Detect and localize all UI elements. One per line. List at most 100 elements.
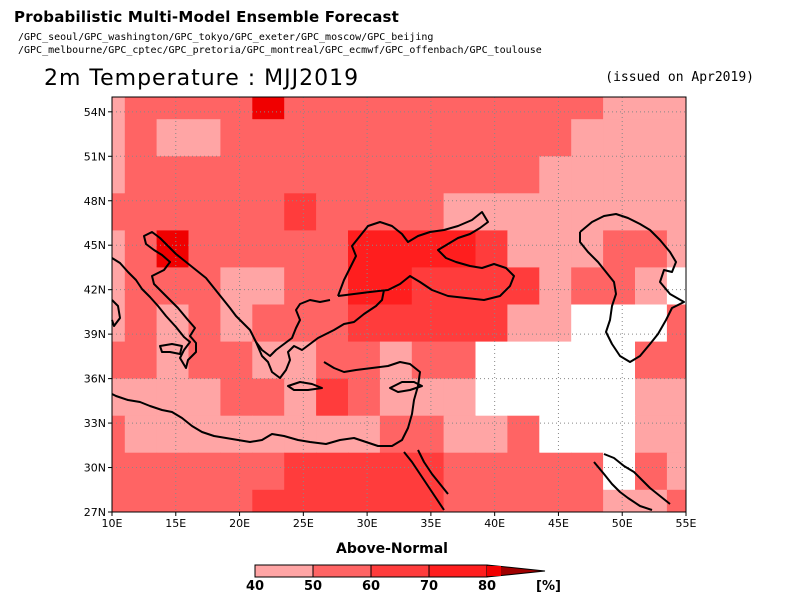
probability-cell: [220, 341, 253, 380]
probability-cell: [156, 452, 189, 491]
probability-cell: [124, 489, 158, 513]
coastline-italy-adriatic: [111, 231, 331, 369]
coastline-sardinia: [111, 299, 121, 327]
probability-cell: [252, 378, 285, 417]
probability-cell: [666, 378, 687, 417]
longitude-tick-label: 15E: [165, 517, 186, 530]
probability-cell: [443, 156, 476, 194]
probability-cell: [284, 415, 317, 454]
probability-cell: [571, 341, 604, 380]
probability-cell: [348, 489, 381, 513]
probability-cell: [348, 119, 381, 157]
colorbar-label-70: 70: [419, 579, 439, 594]
probability-cell: [124, 119, 158, 157]
probability-cell: [379, 489, 413, 513]
latitude-axis: 27N 30N 33N 36N 39N 42N 45N 48N 51N 54N: [84, 106, 112, 519]
probability-cell: [539, 156, 572, 194]
probability-cell: [571, 489, 604, 513]
probability-cell: [666, 193, 687, 231]
longitude-tick-label: 10E: [102, 517, 123, 530]
probability-cell: [539, 119, 572, 157]
probability-cell: [539, 230, 572, 268]
probability-cell: [220, 97, 253, 120]
coastline-red-sea: [403, 451, 445, 511]
probability-cell: [411, 119, 445, 157]
probability-cell: [188, 156, 221, 194]
probability-cell: [507, 415, 540, 454]
map-frame: [111, 96, 687, 513]
probability-cell: [156, 415, 189, 454]
probability-cell: [635, 341, 668, 380]
map-title: 2m Temperature : MJJ2019: [44, 66, 360, 91]
probability-cell: [284, 193, 317, 231]
probability-cell: [666, 156, 687, 194]
probability-cell: [112, 341, 126, 380]
probability-cells: [112, 97, 687, 513]
probability-cell: [348, 193, 381, 231]
probability-cell: [507, 119, 540, 157]
coastline-crete: [287, 381, 323, 391]
probability-cell: [316, 415, 349, 454]
probability-cell: [539, 304, 572, 343]
coastline-greece: [255, 289, 385, 379]
probability-cell: [666, 119, 687, 157]
probability-cell: [124, 415, 158, 454]
probability-cell: [112, 267, 126, 305]
coastlines: [111, 211, 685, 511]
latitude-tick-label: 42N: [84, 284, 106, 297]
probability-cell: [220, 267, 253, 305]
probability-cell: [635, 156, 668, 194]
probability-cell: [539, 378, 572, 417]
probability-cell: [507, 341, 540, 380]
probability-cell: [284, 156, 317, 194]
probability-cell: [666, 304, 687, 343]
probability-cell: [252, 304, 285, 343]
probability-cell: [156, 97, 189, 120]
colorbar-label-80: 80: [477, 579, 497, 594]
probability-cell: [635, 230, 668, 268]
probability-cell: [124, 341, 158, 380]
coastline-levant-egypt: [111, 361, 421, 447]
probability-cell: [252, 193, 285, 231]
probability-cell: [220, 230, 253, 268]
probability-cell: [666, 415, 687, 454]
probability-cell: [124, 156, 158, 194]
probability-cell: [507, 193, 540, 231]
probability-cell: [112, 97, 126, 120]
latitude-tick-label: 39N: [84, 328, 106, 341]
probability-cell: [112, 489, 126, 513]
probability-cell: [284, 230, 317, 268]
probability-cell: [284, 489, 317, 513]
probability-cell: [124, 304, 158, 343]
probability-cell: [475, 304, 508, 343]
probability-cell: [348, 452, 381, 491]
probability-cell: [348, 267, 381, 305]
probability-cell: [635, 304, 668, 343]
probability-cell: [507, 452, 540, 491]
probability-cell: [220, 193, 253, 231]
probability-cell: [316, 193, 349, 231]
probability-cell: [666, 452, 687, 491]
probability-cell: [443, 378, 476, 417]
probability-cell: [252, 489, 285, 513]
colorbar-swatch: [254, 564, 314, 578]
coastline-cyprus: [389, 381, 423, 393]
longitude-tick-label: 30E: [357, 517, 378, 530]
probability-cell: [571, 452, 604, 491]
probability-cell: [112, 193, 126, 231]
longitude-tick-label: 50E: [612, 517, 633, 530]
probability-cell: [316, 489, 349, 513]
probability-cell: [603, 341, 636, 380]
probability-cell: [379, 193, 413, 231]
probability-cell: [284, 97, 317, 120]
probability-cell: [571, 156, 604, 194]
coastline-caspian: [579, 213, 685, 363]
probability-cell: [124, 193, 158, 231]
probability-cell: [475, 119, 508, 157]
probability-cell: [220, 415, 253, 454]
probability-cell: [188, 415, 221, 454]
probability-cell: [188, 193, 221, 231]
probability-cell: [666, 341, 687, 380]
probability-cell: [411, 304, 445, 343]
probability-cell: [252, 97, 285, 120]
